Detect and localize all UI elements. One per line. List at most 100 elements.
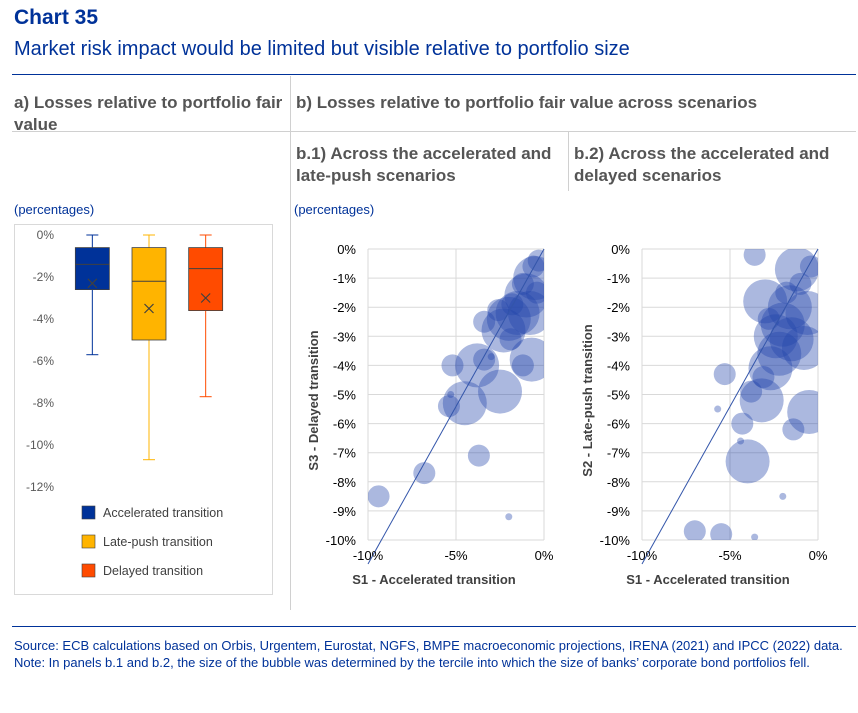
panel-a-header-rule bbox=[12, 131, 290, 132]
x-tick-label: -5% bbox=[718, 548, 742, 563]
bubble-point bbox=[757, 331, 802, 376]
legend-label: Delayed transition bbox=[103, 564, 203, 578]
scatter-chart-b2: 0% -1% -2% -3% -4% -5% -6% -7% -8% -9% -10%-10% -5%… bbox=[580, 242, 828, 587]
bubble-point bbox=[781, 325, 818, 370]
panel-divider bbox=[290, 76, 291, 610]
legend-label: Late-push transition bbox=[103, 535, 213, 549]
panel-b-units: (percentages) bbox=[294, 202, 375, 217]
chart-number: Chart 35 bbox=[14, 6, 99, 29]
box-body bbox=[131, 247, 167, 341]
y-tick-label: -7% bbox=[333, 446, 357, 461]
bubble-point bbox=[509, 337, 544, 382]
bubble-point bbox=[743, 249, 766, 266]
box-accelerated-transition bbox=[74, 234, 110, 356]
panel-b2-title: b.2) Across the accelerated and delayed … bbox=[574, 144, 830, 185]
panel-b-header-rule bbox=[290, 131, 856, 132]
footer-rule bbox=[12, 626, 856, 627]
bubble-point bbox=[743, 279, 788, 324]
y-tick-label: -4% bbox=[607, 358, 631, 373]
bubble-point bbox=[507, 291, 544, 336]
diagonal-line bbox=[641, 248, 819, 565]
bubble-point bbox=[525, 281, 544, 304]
legend-swatch bbox=[81, 534, 96, 549]
y-tick-label: -4% bbox=[333, 358, 357, 373]
bubble-point bbox=[753, 314, 798, 359]
bubble-point bbox=[522, 255, 544, 278]
bubble-point bbox=[478, 369, 522, 414]
bubble-point bbox=[752, 366, 775, 389]
bubble-point bbox=[713, 363, 736, 386]
y-tick-label: -8% bbox=[607, 475, 631, 490]
bubble-point bbox=[785, 291, 818, 336]
bubble-point bbox=[504, 273, 544, 318]
x-tick-label: 0% bbox=[535, 548, 554, 563]
y-axis-title: S3 - Delayed transition bbox=[306, 330, 321, 470]
bubble-point bbox=[501, 293, 524, 316]
y-tick-label: -7% bbox=[607, 446, 631, 461]
box-body bbox=[188, 247, 224, 312]
panel-a-units: (percentages) bbox=[14, 202, 95, 217]
x-axis-title: S1 - Accelerated transition bbox=[626, 572, 790, 587]
bubble-point bbox=[437, 395, 460, 418]
y-tick-label: -10% bbox=[326, 533, 357, 548]
y-tick-label: 0% bbox=[337, 242, 356, 257]
bubble-point bbox=[725, 439, 770, 484]
bubble-point bbox=[513, 256, 544, 301]
legend-label: Accelerated transition bbox=[103, 506, 223, 520]
y-tick-label: -8% bbox=[333, 475, 357, 490]
bubble-point bbox=[487, 299, 510, 322]
panel-b-title: b) Losses relative to portfolio fair val… bbox=[296, 93, 758, 112]
bubble-point bbox=[473, 310, 496, 333]
legend-swatch bbox=[81, 505, 96, 520]
mean-marker bbox=[87, 278, 98, 289]
box-delayed-transition bbox=[188, 234, 224, 398]
y-tick-label: -8% bbox=[33, 396, 55, 410]
y-axis-title: S2 - Late-push transition bbox=[580, 324, 595, 476]
bubble-point bbox=[487, 353, 495, 361]
y-tick-label: -6% bbox=[333, 417, 357, 432]
bubble-point bbox=[799, 255, 818, 278]
bubble-point bbox=[731, 412, 754, 435]
bubble-point bbox=[787, 389, 818, 434]
bubble-point bbox=[779, 492, 787, 500]
bubble-point bbox=[740, 380, 763, 403]
y-tick-label: -1% bbox=[333, 271, 357, 286]
bubble-point bbox=[775, 281, 798, 304]
bubble-point bbox=[495, 291, 540, 336]
bubble-point bbox=[368, 485, 390, 508]
bubble-point bbox=[782, 418, 805, 441]
x-tick-label: -10% bbox=[353, 548, 384, 563]
bubble-point bbox=[751, 533, 759, 540]
y-tick-label: -10% bbox=[600, 533, 631, 548]
y-tick-label: -3% bbox=[333, 329, 357, 344]
scatter-chart-b1: 0% -1% -2% -3% -4% -5% -6% -7% -8% -9% -10%-10% -5%… bbox=[306, 242, 554, 587]
y-tick-label: -2% bbox=[333, 300, 357, 315]
header-rule bbox=[12, 74, 856, 75]
footer-notes: Source: ECB calculations based on Orbis,… bbox=[14, 637, 854, 671]
y-tick-label: -6% bbox=[607, 417, 631, 432]
bubble-point bbox=[413, 462, 436, 485]
y-tick-label: -9% bbox=[607, 504, 631, 519]
bubble-point bbox=[441, 354, 464, 377]
y-tick-label: -3% bbox=[607, 329, 631, 344]
bubble-point bbox=[486, 296, 531, 341]
y-tick-label: -5% bbox=[333, 388, 357, 403]
y-tick-label: -5% bbox=[607, 388, 631, 403]
panel-b1-title: b.1) Across the accelerated and late-pus… bbox=[296, 144, 552, 185]
panel-a-title: a) Losses relative to portfolio fair val… bbox=[14, 93, 283, 134]
bubble-point bbox=[505, 513, 513, 521]
y-tick-label: -2% bbox=[33, 270, 55, 284]
bubble-point bbox=[737, 437, 745, 445]
diagonal-line bbox=[367, 248, 545, 565]
x-tick-label: -10% bbox=[627, 548, 658, 563]
y-tick-label: 0% bbox=[37, 228, 55, 242]
legend-swatch bbox=[81, 563, 96, 578]
mean-marker bbox=[200, 293, 211, 303]
y-tick-label: -6% bbox=[33, 354, 55, 368]
mean-marker bbox=[144, 303, 154, 314]
bubble-point bbox=[511, 354, 534, 377]
source-text: Source: ECB calculations based on Orbis,… bbox=[14, 638, 843, 653]
bubble-point bbox=[455, 343, 500, 388]
y-tick-label: -10% bbox=[26, 438, 54, 452]
bubble-point bbox=[769, 317, 814, 362]
